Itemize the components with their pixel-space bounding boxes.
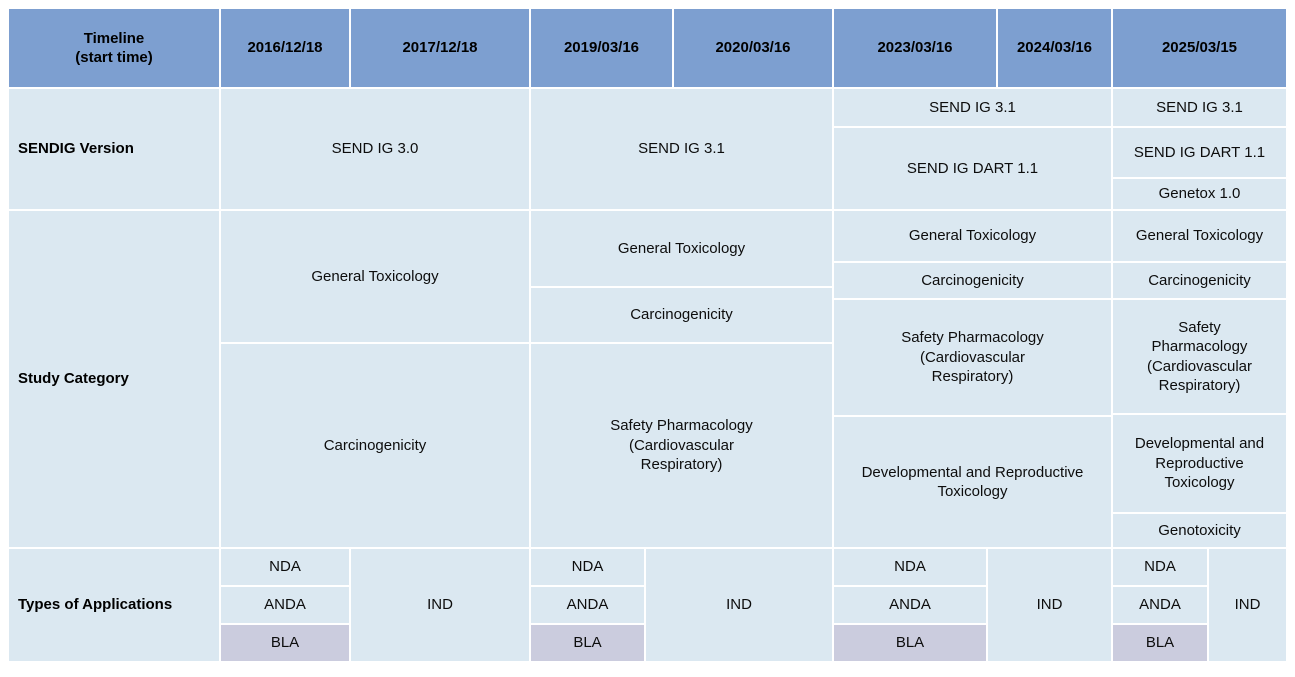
header-date-2020-03-16: 2020/03/16: [673, 8, 833, 88]
cell-safety-pharm-2023-2024: Safety Pharmacology (Cardiovascular Resp…: [833, 299, 1112, 416]
cell-ind-2017: IND: [350, 548, 530, 662]
cell-genetox-2025: Genetox 1.0: [1112, 178, 1287, 210]
cell-send-ig-31-2023-2024: SEND IG 3.1: [833, 88, 1112, 127]
cell-bla-2023: BLA: [833, 624, 987, 662]
header-date-2024-03-16: 2024/03/16: [997, 8, 1112, 88]
cell-send-ig-31-2025: SEND IG 3.1: [1112, 88, 1287, 127]
cell-carcinogenicity-2019-2020: Carcinogenicity: [530, 287, 833, 343]
cell-anda-2025: ANDA: [1112, 586, 1208, 624]
header-date-2017-12-18: 2017/12/18: [350, 8, 530, 88]
cell-ind-2020: IND: [645, 548, 833, 662]
cell-send-ig-31-2019-2020: SEND IG 3.1: [530, 88, 833, 210]
row-label-sendig-version: SENDIG Version: [8, 88, 220, 210]
cell-nda-2025: NDA: [1112, 548, 1208, 586]
cell-anda-2019: ANDA: [530, 586, 645, 624]
header-date-2019-03-16: 2019/03/16: [530, 8, 673, 88]
cell-carcinogenicity-2025: Carcinogenicity: [1112, 262, 1287, 299]
cell-bla-2025: BLA: [1112, 624, 1208, 662]
cell-nda-2016: NDA: [220, 548, 350, 586]
cell-send-ig-dart-2025: SEND IG DART 1.1: [1112, 127, 1287, 178]
cell-ind-2025: IND: [1208, 548, 1287, 662]
header-date-2025-03-15: 2025/03/15: [1112, 8, 1287, 88]
cell-devel-repro-tox-2023-2024: Developmental and Reproductive Toxicolog…: [833, 416, 1112, 548]
cell-nda-2019: NDA: [530, 548, 645, 586]
cell-send-ig-30-2016-2017: SEND IG 3.0: [220, 88, 530, 210]
header-date-2016-12-18: 2016/12/18: [220, 8, 350, 88]
cell-general-tox-2025: General Toxicology: [1112, 210, 1287, 262]
header-date-2023-03-16: 2023/03/16: [833, 8, 997, 88]
cell-carcinogenicity-2023-2024: Carcinogenicity: [833, 262, 1112, 299]
cell-safety-pharm-2019-2020: Safety Pharmacology (Cardiovascular Resp…: [530, 343, 833, 548]
cell-general-tox-2019-2020: General Toxicology: [530, 210, 833, 287]
cell-genotoxicity-2025: Genotoxicity: [1112, 513, 1287, 548]
row-label-types-of-applications: Types of Applications: [8, 548, 220, 662]
cell-anda-2023: ANDA: [833, 586, 987, 624]
cell-nda-2023: NDA: [833, 548, 987, 586]
header-timeline: Timeline (start time): [8, 8, 220, 88]
cell-safety-pharm-2025: Safety Pharmacology (Cardiovascular Resp…: [1112, 299, 1287, 414]
cell-general-tox-2023-2024: General Toxicology: [833, 210, 1112, 262]
cell-general-tox-2016-2017: General Toxicology: [220, 210, 530, 343]
cell-send-ig-dart-2023-2024: SEND IG DART 1.1: [833, 127, 1112, 210]
cell-bla-2016: BLA: [220, 624, 350, 662]
cell-devel-repro-tox-2025: Developmental and Reproductive Toxicolog…: [1112, 414, 1287, 513]
cell-anda-2016: ANDA: [220, 586, 350, 624]
cell-carcinogenicity-2016-2017: Carcinogenicity: [220, 343, 530, 548]
cell-bla-2019: BLA: [530, 624, 645, 662]
cell-ind-2024: IND: [987, 548, 1112, 662]
row-label-study-category: Study Category: [8, 210, 220, 548]
